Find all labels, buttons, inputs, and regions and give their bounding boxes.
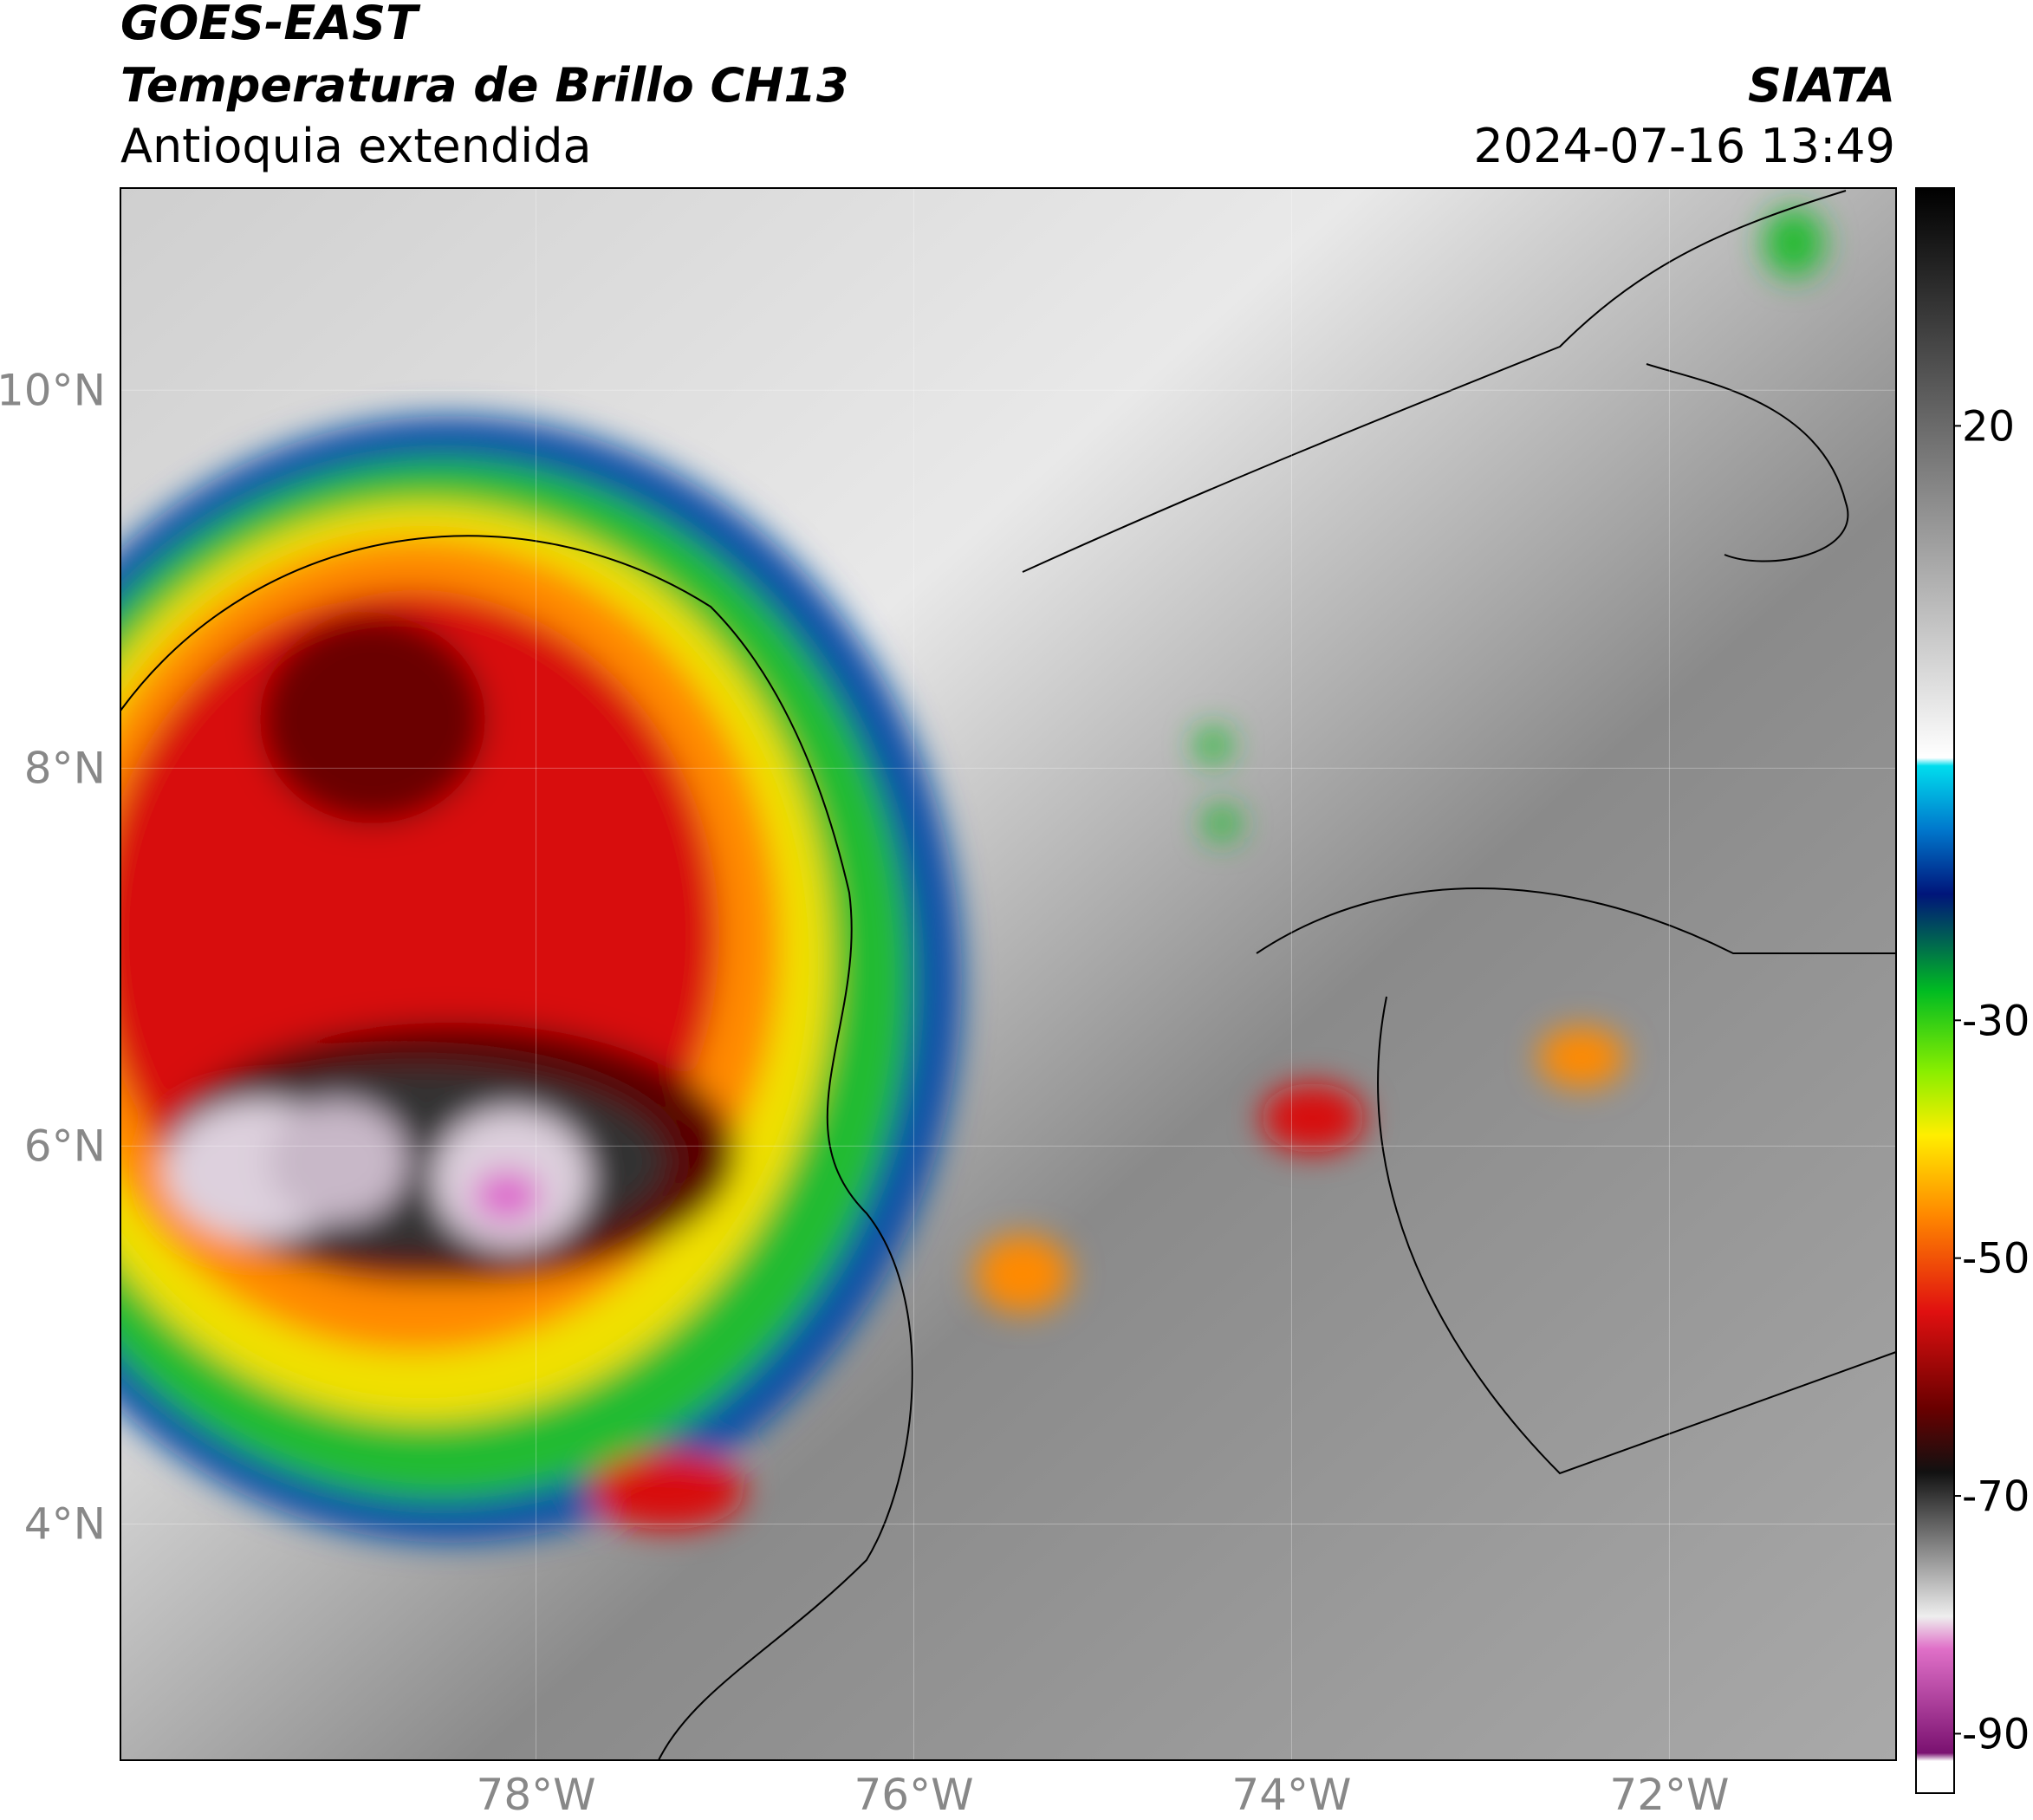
colorbar-tick-label: -90 — [1962, 1710, 2030, 1758]
datetime: 2024-07-16 13:49 — [1473, 119, 1895, 173]
title: GOES-EAST — [120, 0, 421, 50]
colorbar-ticks: 20 -30 -50 -70 -90 — [1954, 402, 2030, 1758]
source: SIATA — [1748, 58, 1895, 113]
colorbar-tick-label: -50 — [1962, 1235, 2030, 1284]
region: Antioquia extendida — [120, 119, 592, 173]
x-tick-label: 72°W — [1609, 1770, 1729, 1820]
x-tick-label: 74°W — [1231, 1770, 1351, 1820]
y-tick-label: 8°N — [24, 743, 106, 793]
x-tick-label: 78°W — [477, 1770, 596, 1820]
y-tick-label: 6°N — [24, 1121, 106, 1171]
map-frame — [120, 187, 1897, 1761]
satellite-image — [120, 188, 1896, 1760]
y-tick-label: 10°N — [0, 365, 106, 415]
storm-cells — [120, 208, 1824, 1543]
colorbar-tick-label: -70 — [1962, 1472, 2030, 1521]
subtitle: Temperatura de Brillo CH13 — [120, 58, 849, 113]
colorbar — [1915, 187, 1955, 1794]
colorbar-tick-label: -30 — [1962, 997, 2030, 1045]
y-tick-label: 4°N — [24, 1498, 106, 1549]
colorbar-tick-label: 20 — [1962, 402, 2015, 451]
graticule — [120, 188, 1896, 1760]
borders — [120, 190, 1896, 1760]
x-tick-label: 76°W — [854, 1770, 973, 1820]
